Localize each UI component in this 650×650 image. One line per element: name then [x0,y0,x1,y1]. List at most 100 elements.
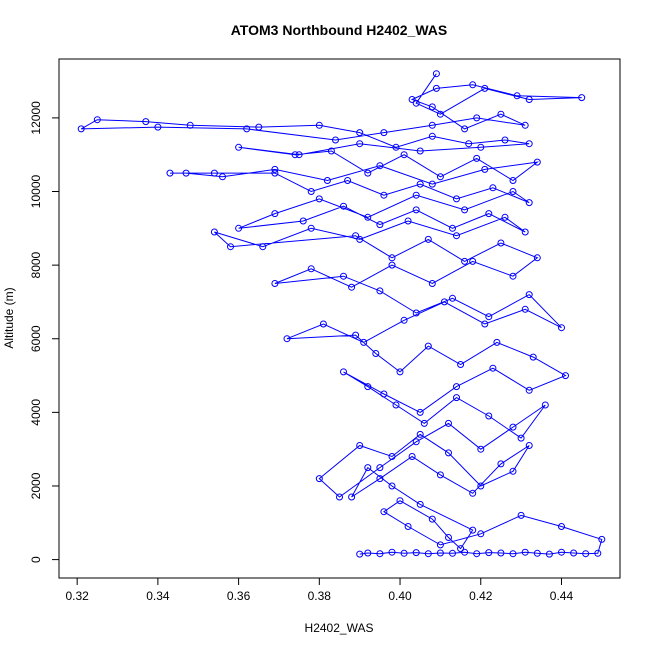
data-point [344,177,352,184]
data-point [412,309,420,317]
data-point [481,165,489,173]
data-point [436,471,444,479]
series-line [80,73,603,555]
data-point [481,84,489,92]
data-point [319,320,327,328]
data-point [428,515,436,523]
data-point [210,169,218,177]
data-point [396,368,404,376]
y-tick-label: 4000 [29,399,43,426]
data-point [307,224,315,232]
data-point [271,165,279,173]
data-point [525,140,533,148]
data-point [445,419,452,427]
data-point [525,199,533,207]
data-point [558,548,565,556]
x-tick-label: 0.34 [146,589,170,603]
data-point [485,549,493,557]
data-point [525,291,533,299]
data-point [416,430,424,438]
data-point [356,442,364,449]
data-point [376,162,384,170]
data-point [521,228,529,236]
data-point [489,184,497,192]
data-point [533,549,541,557]
chart-title: ATOM3 Northbound H2402_WAS [231,22,448,38]
data-point [388,254,396,262]
x-tick-label: 0.42 [469,589,493,603]
data-point [408,453,416,460]
data-point [348,283,356,291]
y-tick-label: 8000 [29,251,43,278]
data-point [436,549,444,557]
data-point [291,151,299,159]
data-point [364,213,372,221]
data-point [356,140,364,148]
data-point [485,210,493,218]
data-point [380,508,388,516]
data-point [497,460,505,468]
data-point [271,210,279,218]
data-point [336,493,343,501]
data-point [428,180,436,188]
x-tick-label: 0.40 [388,589,412,603]
x-axis: 0.32 0.34 0.36 0.38 0.40 0.42 0.44 [65,577,574,603]
data-point [533,254,541,262]
data-point [388,548,396,556]
data-point [392,143,400,151]
data-point [570,549,578,557]
data-point [356,550,364,558]
data-point [323,177,331,184]
data-point [469,257,477,265]
data-point [428,280,436,287]
data-point [594,549,602,557]
data-point [473,154,481,162]
data-point [227,243,234,251]
data-point [513,92,521,100]
data-point [432,70,440,78]
data-point [485,313,493,321]
data-point [420,419,428,427]
data-point [517,434,525,442]
data-point [376,464,384,472]
data-point [501,136,509,144]
data-point [356,129,364,137]
data-point [186,121,194,129]
data-point [424,235,432,243]
data-point [509,272,517,280]
data-point [235,143,243,151]
data-point [388,482,396,490]
data-point [352,232,360,240]
data-point [235,224,243,232]
data-point [465,140,473,148]
data-point [307,265,315,273]
data-point [501,213,509,221]
y-axis: 0 2000 4000 6000 8000 10000 12000 [29,101,60,563]
y-tick-label: 2000 [29,472,43,499]
data-point [509,550,517,558]
data-point [445,449,452,457]
data-point [453,383,460,391]
data-point [210,228,218,236]
data-point [457,545,465,553]
data-point [416,147,424,155]
data-point [315,195,323,203]
data-point [364,464,372,472]
data-point [392,401,400,409]
data-point [340,368,347,376]
data-point [259,243,267,251]
data-point [449,224,456,232]
data-point [509,188,517,195]
data-point [562,372,569,380]
y-tick-label: 0 [29,556,43,563]
data-point [182,169,190,177]
y-tick-label: 12000 [29,101,43,135]
data-point [243,125,251,133]
data-point [388,261,396,269]
data-point [166,169,174,177]
data-point [497,239,505,247]
data-point [521,121,529,129]
data-point [219,173,226,181]
x-tick-label: 0.44 [550,589,574,603]
data-point [400,316,408,324]
